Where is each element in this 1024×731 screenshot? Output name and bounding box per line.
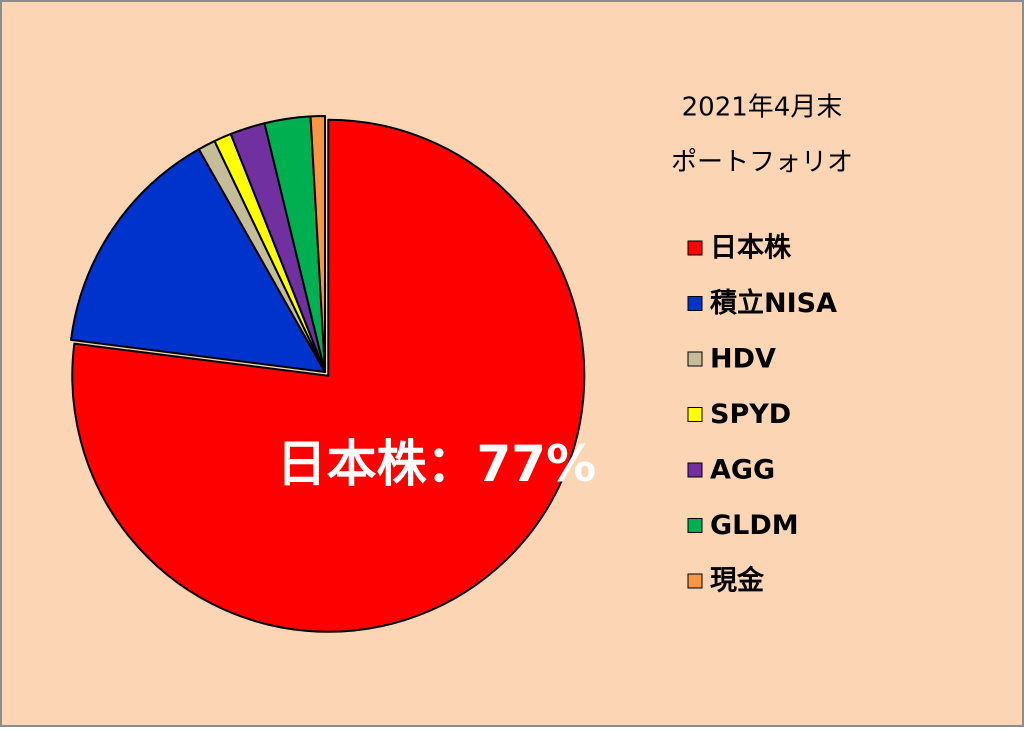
legend-swatch: [687, 462, 703, 478]
pie-slice: [309, 115, 326, 373]
chart-subtitle: ポートフォリオ: [671, 148, 853, 178]
legend-swatch: [687, 351, 703, 367]
legend-label: 積立NISA: [710, 287, 837, 319]
chart-title: 2021年4月末: [682, 93, 843, 123]
legend-label: GLDM: [710, 510, 799, 541]
data-labels: 日本株：77%: [276, 435, 596, 493]
legend-swatch: [687, 240, 703, 256]
pie: [70, 115, 586, 633]
pie-slice: [70, 148, 326, 373]
legend-label: SPYD: [710, 399, 791, 430]
legend-swatch: [687, 573, 703, 589]
legend-label: 日本株: [710, 233, 792, 264]
legend-label: AGG: [710, 455, 775, 486]
data-label: 日本株：77%: [276, 435, 596, 493]
legend-swatch: [687, 518, 703, 533]
pie-slice: [71, 118, 586, 633]
legend-label: HDV: [710, 344, 776, 375]
legend-swatch: [687, 407, 703, 422]
legend-swatch: [687, 296, 703, 311]
legend-label: 現金: [710, 565, 765, 597]
